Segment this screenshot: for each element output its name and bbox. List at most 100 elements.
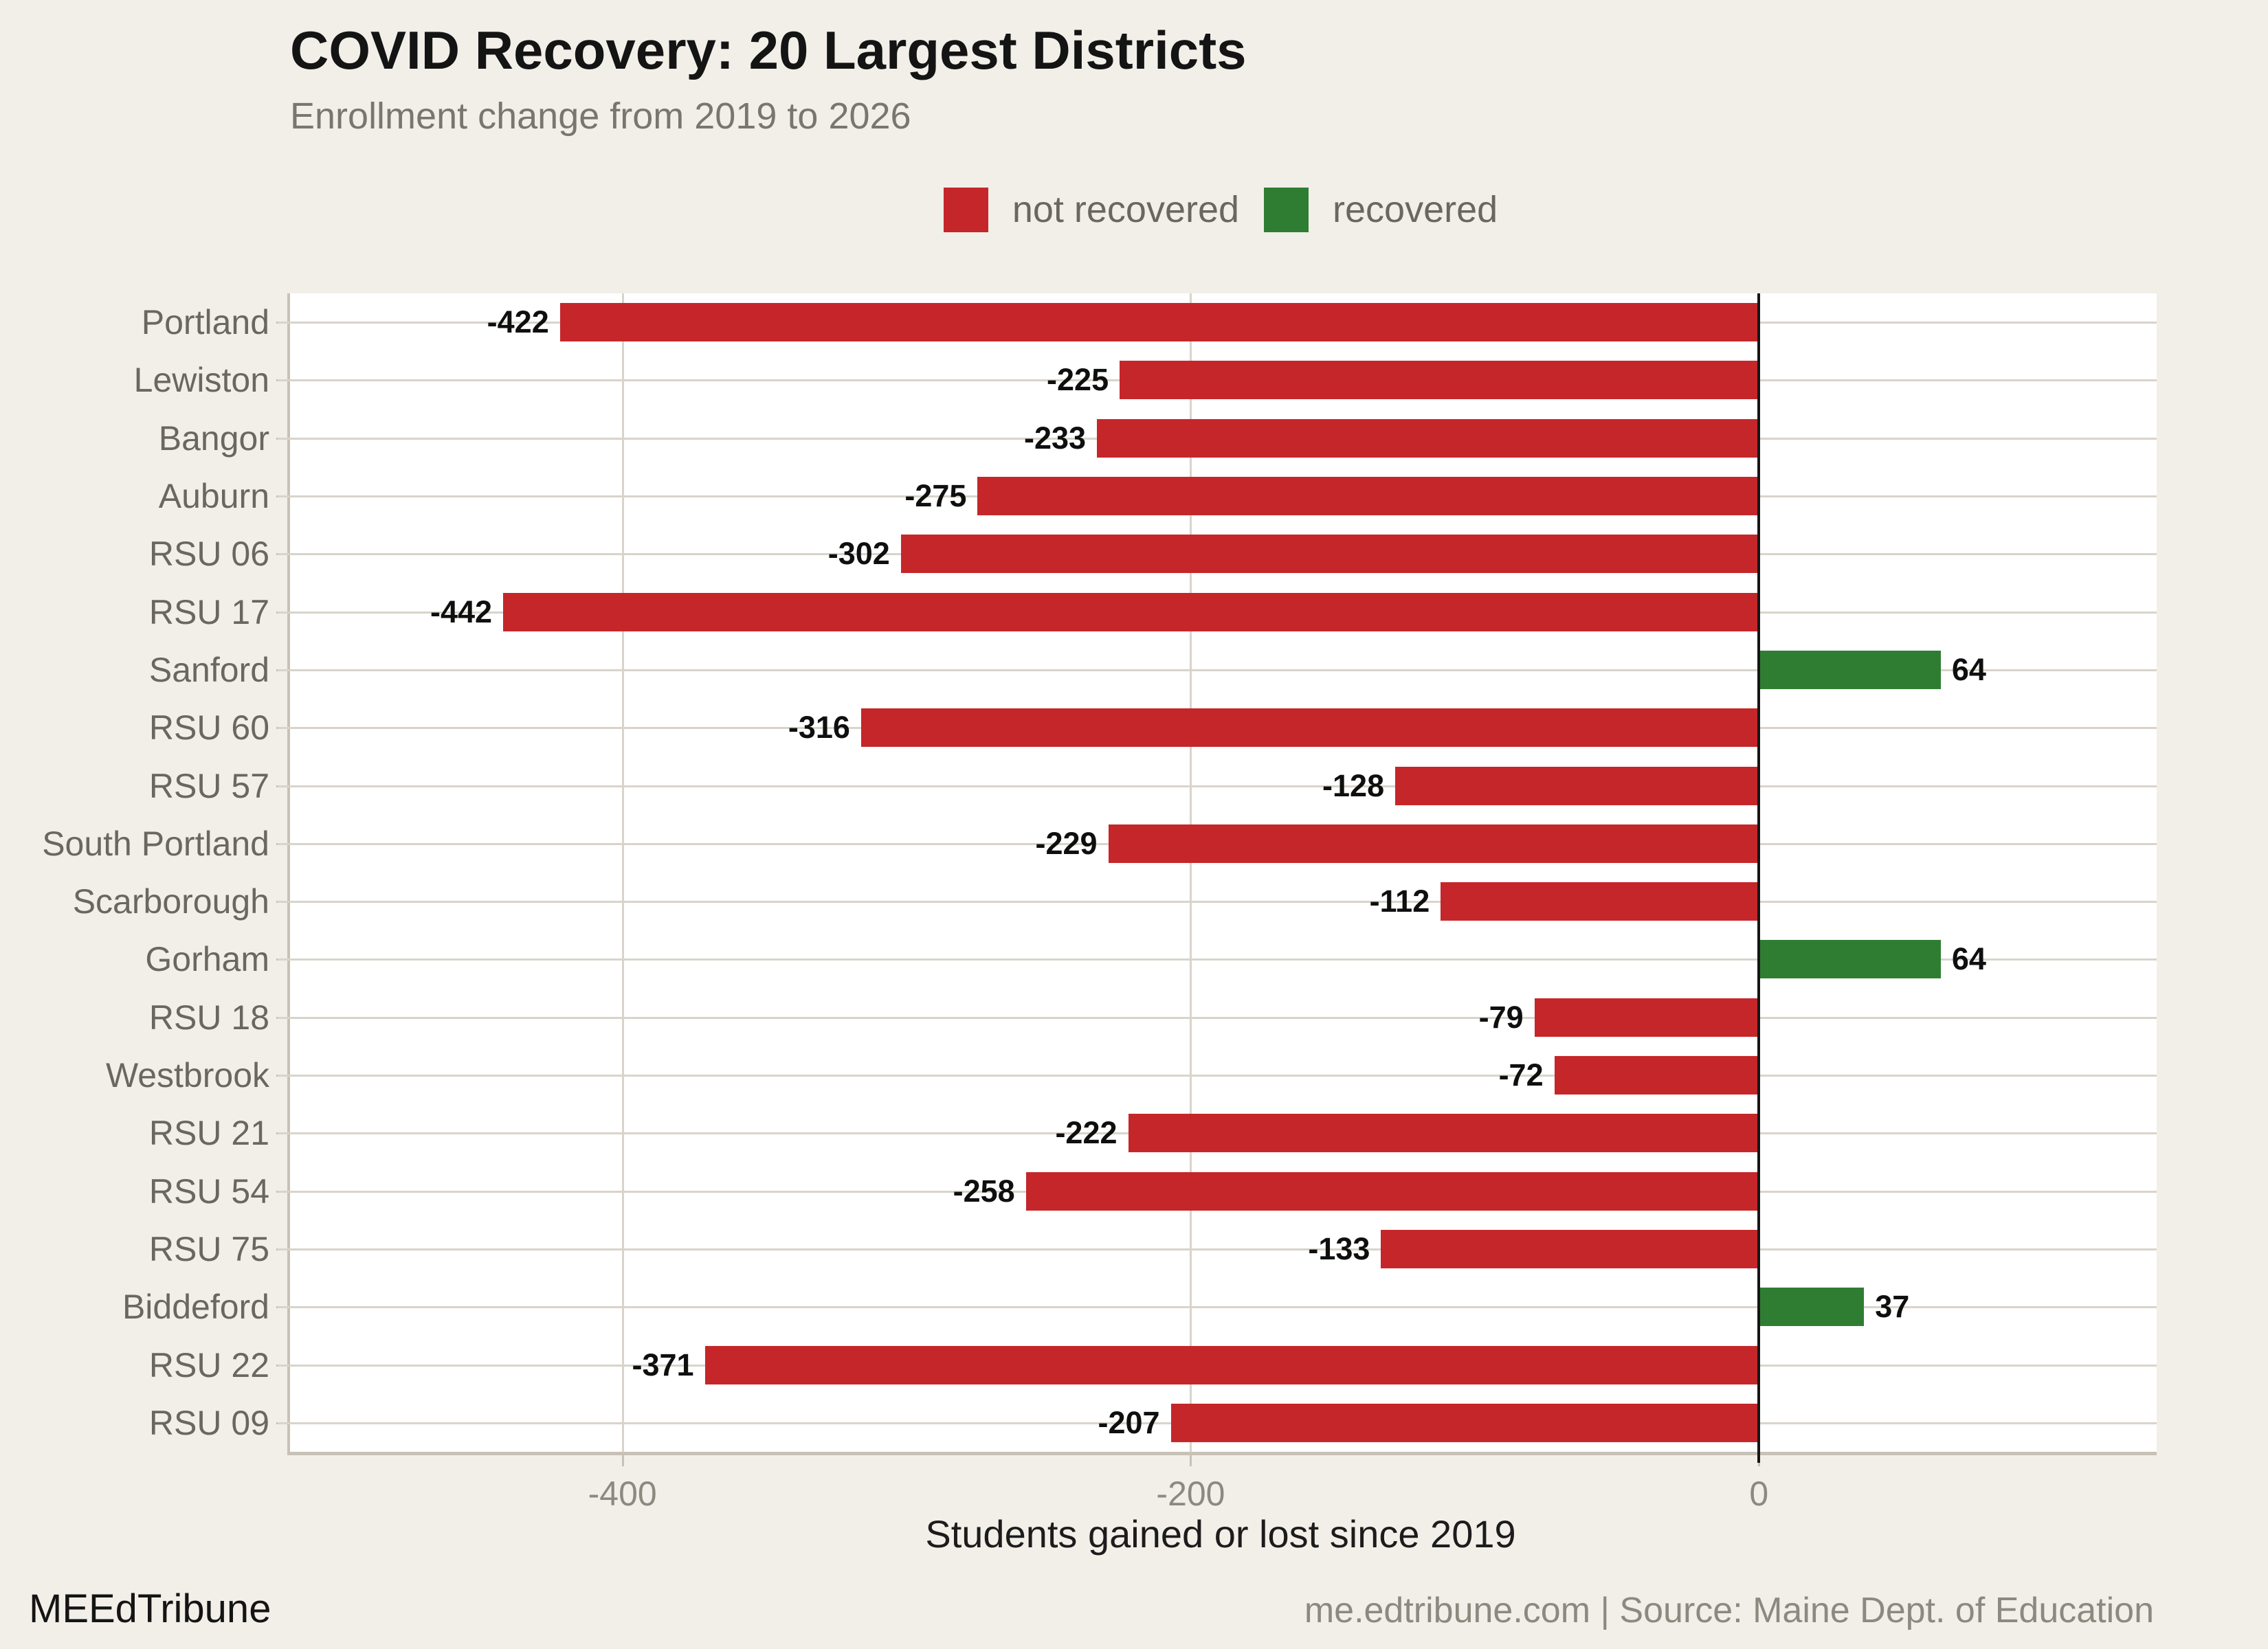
bar-row: -316 — [278, 699, 2157, 756]
bar-row: 37 — [278, 1278, 2157, 1336]
row-gridline — [278, 901, 2157, 904]
row-gridline — [278, 785, 2157, 787]
bar-value-label: -72 — [1498, 1057, 1544, 1093]
bar-value-label: -133 — [1308, 1231, 1370, 1266]
plot-area: -400 -200 0 -422 -225 -233 -275 -302 -442 64 -316 -… — [276, 293, 2157, 1513]
footer-brand: MEEdTribune — [29, 1586, 271, 1631]
y-axis-label: RSU 06 — [148, 535, 269, 574]
bar-row: -422 — [278, 293, 2157, 351]
x-tick-label: -400 — [588, 1474, 657, 1513]
y-axis-label: Gorham — [145, 940, 269, 979]
bar-value-label: -128 — [1322, 767, 1385, 803]
bar-row: 64 — [278, 930, 2157, 988]
bar-row: -222 — [278, 1104, 2157, 1162]
bar-value-label: -229 — [1035, 825, 1098, 861]
bar-value-label: -112 — [1369, 884, 1430, 919]
bar-negative — [1534, 998, 1759, 1037]
bar-row: -128 — [278, 756, 2157, 814]
y-axis-label: RSU 18 — [148, 998, 269, 1037]
legend: not recovered recovered — [287, 183, 2154, 236]
y-axis-label: RSU 60 — [148, 708, 269, 748]
bar-row: -371 — [278, 1336, 2157, 1393]
bar-negative — [900, 535, 1759, 574]
row-gridline — [278, 1075, 2157, 1077]
bar-positive — [1759, 1288, 1865, 1327]
y-axis-label: Bangor — [158, 418, 269, 458]
bar-row: -258 — [278, 1163, 2157, 1220]
y-axis-label: RSU 21 — [148, 1114, 269, 1153]
bar-negative — [503, 592, 1759, 631]
x-tick-mark — [1190, 1455, 1192, 1466]
row-gridline — [278, 1016, 2157, 1019]
legend-item-not-recovered: not recovered — [943, 187, 1239, 232]
row-gridline — [278, 1306, 2157, 1309]
y-axis-labels: Portland Lewiston Bangor Auburn RSU 06 RSU 17… — [0, 293, 269, 1452]
chart-subtitle: Enrollment change from 2019 to 2026 — [290, 96, 911, 137]
bar-negative — [1025, 1171, 1759, 1211]
bar-negative — [1128, 1114, 1759, 1153]
y-axis-label: Lewiston — [133, 361, 269, 400]
legend-item-recovered: recovered — [1264, 187, 1498, 232]
bar-negative — [860, 708, 1759, 748]
y-axis-label: RSU 75 — [148, 1229, 269, 1268]
y-axis-label: RSU 09 — [148, 1403, 269, 1442]
bar-row: -133 — [278, 1220, 2157, 1278]
bar-value-label: 37 — [1875, 1289, 1910, 1325]
y-axis-label: Westbrook — [105, 1056, 269, 1095]
bar-value-label: -422 — [487, 304, 549, 340]
bar-negative — [1108, 824, 1759, 863]
bar-value-label: -302 — [827, 536, 890, 572]
y-axis-label: RSU 22 — [148, 1345, 269, 1384]
x-gridline — [1190, 293, 1192, 1452]
bar-value-label: -79 — [1478, 999, 1524, 1035]
x-axis-title: Students gained or lost since 2019 — [925, 1512, 1516, 1556]
bar-value-label: -225 — [1047, 362, 1109, 398]
bar-row: -207 — [278, 1394, 2157, 1452]
bar-negative — [1097, 418, 1759, 458]
bar-value-label: -258 — [953, 1173, 1015, 1209]
x-tick-mark — [621, 1455, 624, 1466]
bar-value-label: -207 — [1098, 1404, 1160, 1440]
x-gridline — [621, 293, 624, 1452]
bar-negative — [977, 477, 1759, 516]
y-axis-label: Scarborough — [72, 882, 269, 921]
bar-value-label: 64 — [1951, 651, 1986, 687]
y-axis-label: RSU 54 — [148, 1171, 269, 1211]
bar-row: 64 — [278, 641, 2157, 699]
bar-positive — [1759, 940, 1941, 979]
legend-swatch-recovered — [1264, 187, 1309, 232]
bar-negative — [559, 303, 1759, 342]
row-gridline — [278, 669, 2157, 671]
bar-row: -79 — [278, 989, 2157, 1046]
bar-value-label: -371 — [632, 1347, 694, 1382]
bar-negative — [1170, 1403, 1759, 1442]
bar-row: -275 — [278, 467, 2157, 525]
bar-row: -112 — [278, 873, 2157, 930]
bar-negative — [1120, 361, 1759, 400]
bar-row: -72 — [278, 1046, 2157, 1104]
row-gridline — [278, 1248, 2157, 1250]
bar-row: -302 — [278, 525, 2157, 583]
bar-negative — [1441, 882, 1759, 921]
bar-row: -229 — [278, 815, 2157, 873]
y-axis-label: RSU 57 — [148, 766, 269, 805]
bar-positive — [1759, 650, 1941, 689]
row-gridline — [278, 958, 2157, 961]
bar-value-label: -442 — [430, 594, 493, 629]
y-axis-label: Portland — [141, 303, 269, 342]
bar-negative — [1395, 766, 1759, 805]
legend-swatch-not-recovered — [943, 187, 988, 232]
zero-baseline — [1757, 293, 1761, 1463]
bar-value-label: -275 — [904, 478, 967, 514]
bar-row: -233 — [278, 410, 2157, 467]
bar-value-label: -316 — [788, 710, 850, 745]
chart-title: COVID Recovery: 20 Largest Districts — [290, 20, 1247, 80]
bar-row: -225 — [278, 351, 2157, 409]
x-tick-label: 0 — [1749, 1474, 1769, 1513]
legend-label-recovered: recovered — [1333, 189, 1498, 230]
y-axis-label: Sanford — [148, 650, 269, 689]
bar-value-label: -222 — [1055, 1115, 1118, 1151]
bar-negative — [1554, 1056, 1759, 1095]
bar-negative — [704, 1345, 1759, 1384]
